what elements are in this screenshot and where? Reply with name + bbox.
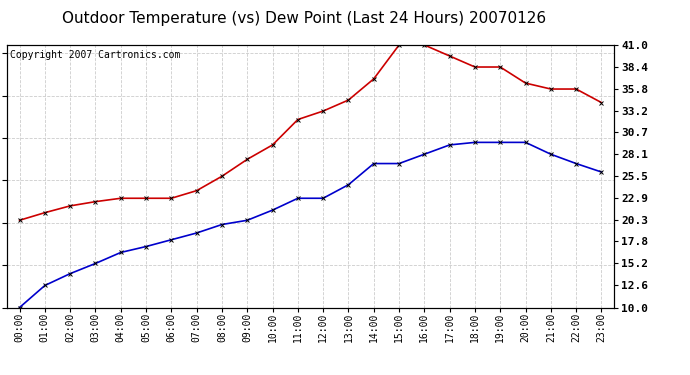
Text: Outdoor Temperature (vs) Dew Point (Last 24 Hours) 20070126: Outdoor Temperature (vs) Dew Point (Last…: [61, 11, 546, 26]
Text: Copyright 2007 Cartronics.com: Copyright 2007 Cartronics.com: [10, 50, 180, 60]
